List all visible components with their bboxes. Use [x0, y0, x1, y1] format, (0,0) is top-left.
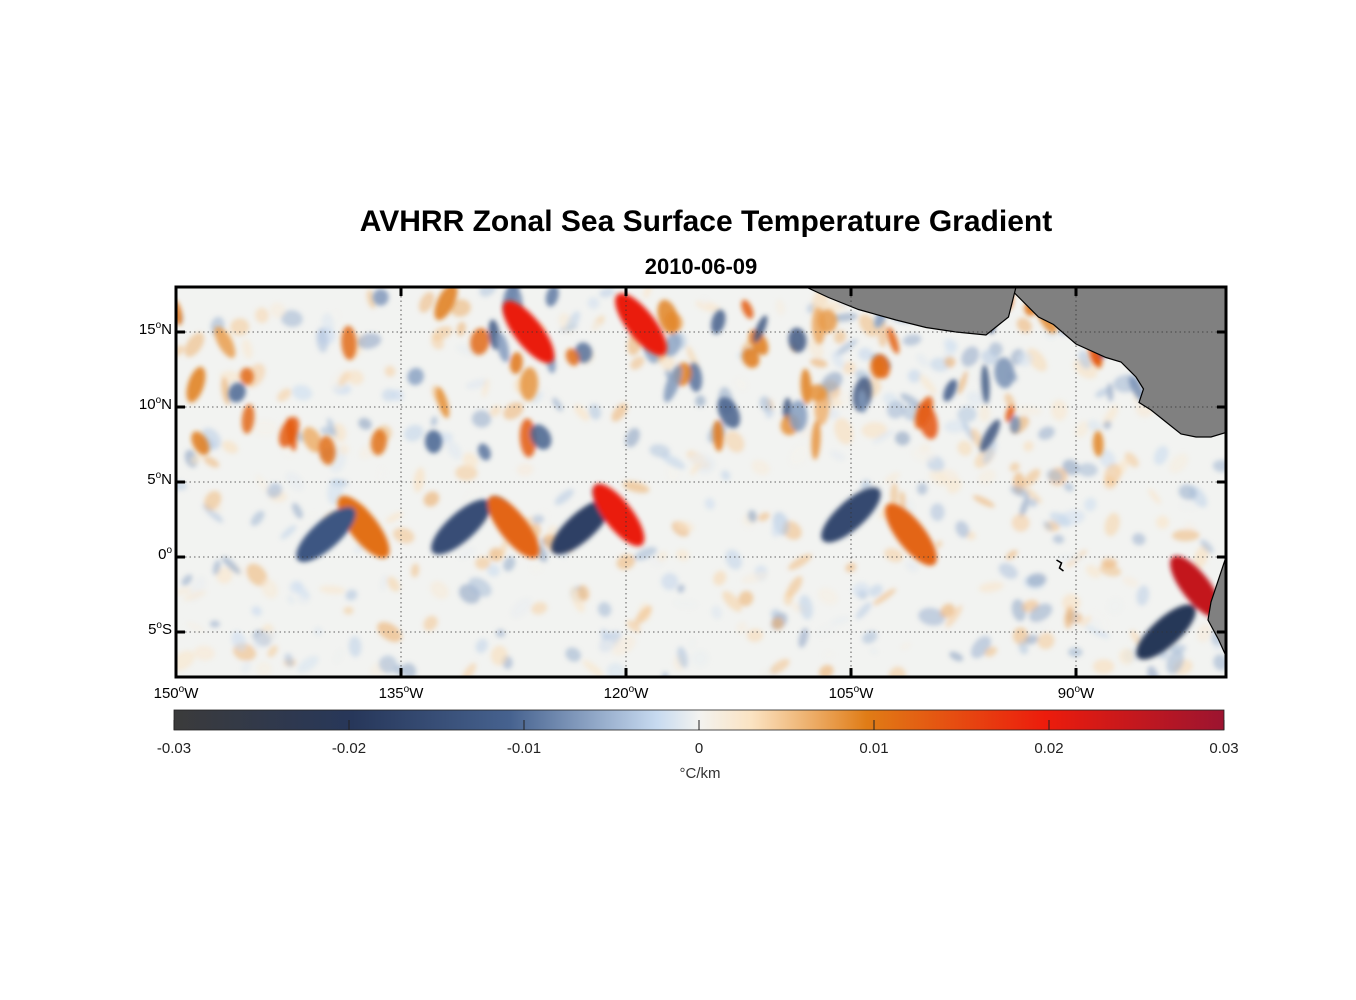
lon-label-3: 105oW [828, 684, 874, 702]
unit-text: C/km [685, 765, 721, 782]
feature-8 [1170, 555, 1222, 619]
degree-symbol: ° [679, 765, 686, 782]
axis-ticks [174, 287, 1226, 677]
lon-label-4: 90oW [1057, 684, 1095, 702]
feature-1 [296, 507, 356, 562]
lon-label-2: 120oW [603, 684, 649, 702]
feature-6 [821, 487, 881, 543]
galapagos [1056, 559, 1064, 572]
lat-label-1: 10oN [138, 395, 172, 413]
colorbar-tick-label-5: 0.02 [1034, 740, 1064, 757]
colorbar-unit: °C/km [660, 765, 740, 782]
colorbar-tick-label-2: -0.01 [506, 740, 542, 757]
colorbar-tick-label-3: 0 [694, 740, 704, 757]
lon-label-0: 150oW [153, 684, 199, 702]
feature-3 [487, 495, 540, 559]
feature-5 [592, 483, 645, 547]
colorbar-tick-label-4: 0.01 [859, 740, 889, 757]
colorbar-tick-label-6: 0.03 [1209, 740, 1239, 757]
background-texture [176, 287, 1226, 677]
feature-2 [431, 499, 491, 555]
chart-subtitle: 2010-06-09 [644, 254, 758, 279]
chart-title: AVHRR Zonal Sea Surface Temperature Grad… [359, 205, 1053, 238]
lat-label-2: 5oN [147, 470, 172, 488]
colorbar-tick-label-1: -0.02 [331, 740, 367, 757]
colorbar-ticks [173, 720, 1225, 730]
colorbar-tick-label-0: -0.03 [156, 740, 192, 757]
feature-4 [551, 499, 611, 555]
lat-label-0: 15oN [138, 320, 172, 338]
lat-label-3: 0o [158, 545, 172, 563]
lat-label-4: 5oS [148, 620, 172, 638]
land-mexico [805, 287, 1017, 336]
feature-10 [615, 293, 667, 356]
gradient-field [176, 287, 1226, 677]
land-central-america [1007, 287, 1226, 438]
lon-label-1: 135oW [378, 684, 424, 702]
feature-7 [885, 503, 937, 566]
